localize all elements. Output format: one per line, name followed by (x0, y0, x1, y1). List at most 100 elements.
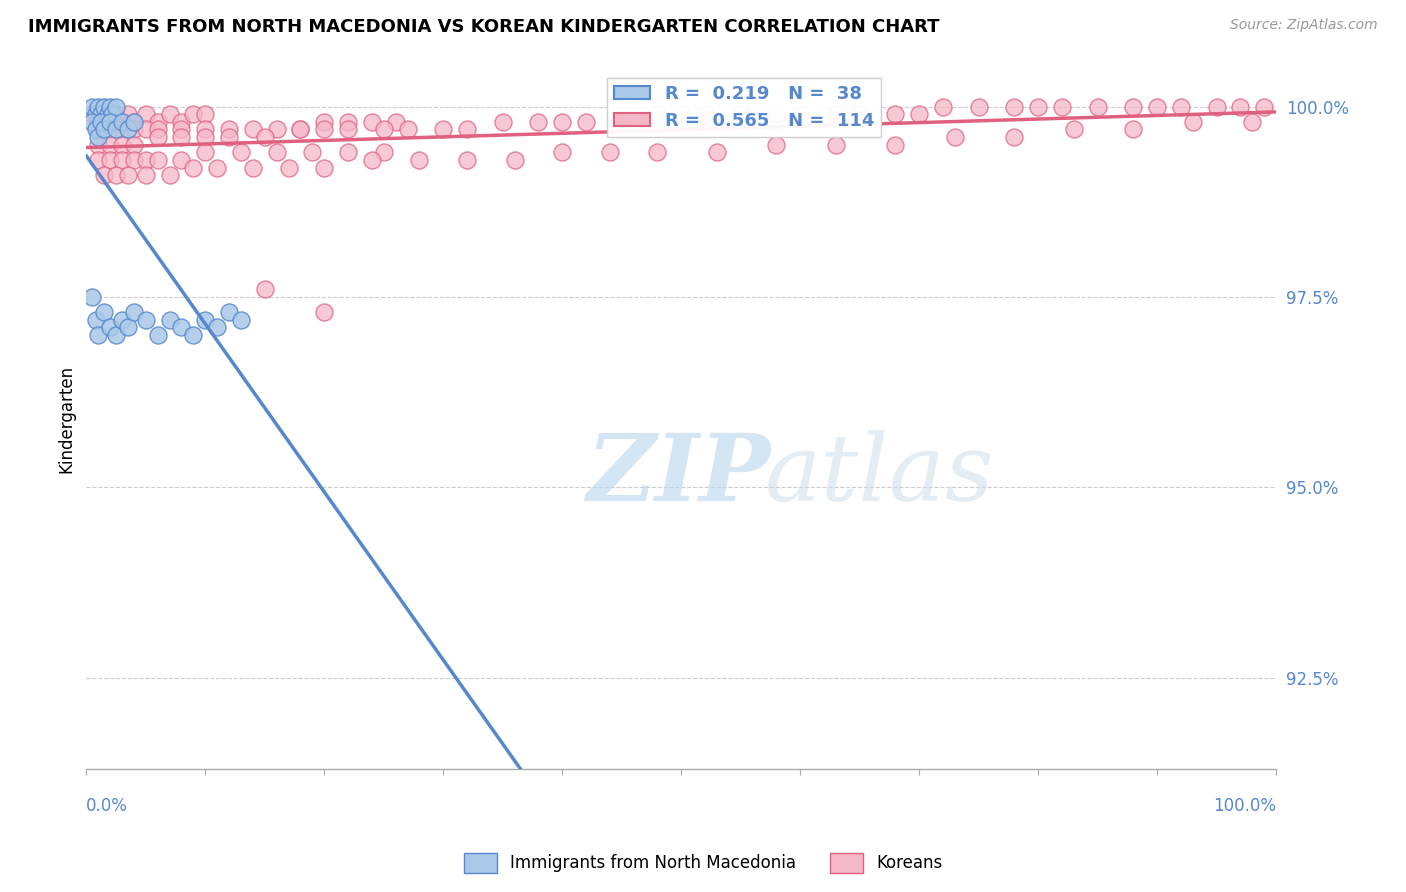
Point (87, 137, 110, 152)
Point (135, 168, 157, 182)
Point (105, 328, 128, 343)
Point (408, 153, 430, 167)
Point (111, 122, 134, 136)
Point (111, 313, 134, 327)
Point (90, 115, 112, 129)
Point (98, 115, 121, 129)
Point (218, 130, 240, 145)
Point (314, 305, 336, 319)
Point (122, 137, 145, 152)
Point (932, 100, 955, 114)
Point (314, 115, 336, 129)
Point (337, 122, 360, 136)
Text: 0.0%: 0.0% (86, 797, 128, 815)
Point (105, 107, 128, 121)
Point (1205, 100, 1227, 114)
Point (98, 320, 121, 334)
Point (135, 153, 157, 167)
Point (730, 107, 752, 121)
Legend: R =  0.219   N =  38, R =  0.565   N =  114: R = 0.219 N = 38, R = 0.565 N = 114 (607, 78, 882, 137)
Point (337, 115, 360, 129)
Point (647, 107, 669, 121)
Point (253, 282, 276, 296)
Point (82, 115, 104, 129)
Point (146, 130, 169, 145)
Point (159, 313, 181, 327)
Point (290, 122, 312, 136)
Point (575, 115, 598, 129)
Point (159, 168, 181, 182)
Point (84, 313, 107, 327)
Point (229, 145, 252, 160)
Point (111, 115, 134, 129)
Point (122, 122, 145, 136)
Point (87, 328, 110, 343)
Point (111, 115, 134, 129)
Point (218, 305, 240, 319)
Point (117, 107, 139, 121)
Point (503, 153, 526, 167)
Point (669, 107, 692, 121)
Point (122, 115, 145, 129)
Point (87, 122, 110, 136)
Point (432, 122, 454, 136)
Point (396, 122, 419, 136)
Point (706, 145, 728, 160)
Point (194, 313, 217, 327)
Point (194, 130, 217, 145)
Point (647, 145, 669, 160)
Point (825, 107, 848, 121)
Point (146, 328, 169, 343)
Point (194, 145, 217, 160)
Point (205, 320, 228, 334)
Point (84, 122, 107, 136)
Text: Source: ZipAtlas.com: Source: ZipAtlas.com (1230, 18, 1378, 32)
Text: ZIP: ZIP (586, 430, 770, 520)
Point (105, 122, 128, 136)
Point (1087, 100, 1109, 114)
Point (135, 122, 157, 136)
Point (693, 107, 716, 121)
Point (1063, 122, 1085, 136)
Point (314, 122, 336, 136)
Point (101, 107, 124, 121)
Point (373, 145, 395, 160)
Point (825, 137, 848, 152)
Point (170, 122, 193, 136)
Point (527, 115, 550, 129)
Point (967, 100, 990, 114)
Point (205, 161, 228, 175)
Point (93, 305, 115, 319)
Point (183, 328, 205, 343)
Point (218, 122, 240, 136)
Point (290, 122, 312, 136)
Point (194, 107, 217, 121)
Point (170, 115, 193, 129)
Point (848, 107, 870, 121)
Point (360, 153, 382, 167)
Point (1170, 100, 1192, 114)
Point (360, 115, 382, 129)
Point (93, 107, 115, 121)
Point (1002, 130, 1025, 145)
Text: 100.0%: 100.0% (1213, 797, 1277, 815)
Point (170, 130, 193, 145)
Point (884, 107, 907, 121)
Text: atlas: atlas (765, 430, 994, 520)
Point (117, 320, 139, 334)
Point (170, 320, 193, 334)
Point (122, 305, 145, 319)
Point (98, 122, 121, 136)
Legend: Immigrants from North Macedonia, Koreans: Immigrants from North Macedonia, Koreans (457, 847, 949, 880)
Point (87, 100, 110, 114)
Point (87, 130, 110, 145)
Point (242, 161, 264, 175)
Point (98, 100, 121, 114)
Point (194, 122, 217, 136)
Point (789, 107, 811, 121)
Point (337, 145, 360, 160)
Point (122, 115, 145, 129)
Point (146, 153, 169, 167)
Point (87, 115, 110, 129)
Point (90, 107, 112, 121)
